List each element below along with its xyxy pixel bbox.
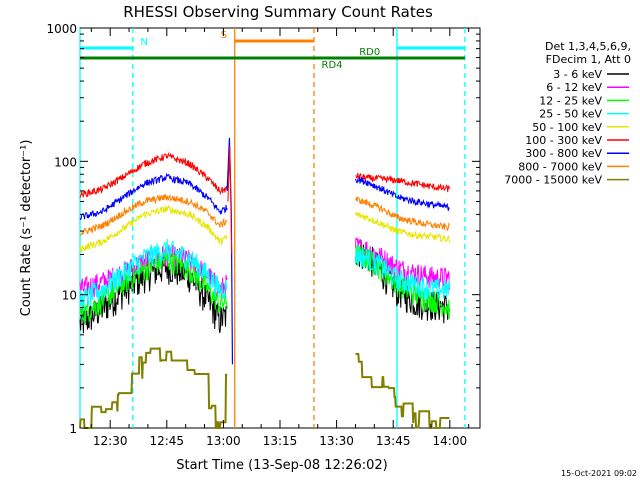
x-tick-label-6: 14:00: [433, 434, 468, 448]
timestamp: 15-Oct-2021 09:02: [561, 469, 637, 478]
flag-label-s: S: [221, 30, 227, 41]
legend-label-2: 6 - 12 keV: [546, 81, 602, 94]
series-line-7-segment-2: [355, 176, 450, 211]
series-line-6-segment-2: [355, 172, 450, 193]
legend-label-6: 100 - 300 keV: [525, 134, 602, 147]
x-tick-label-4: 13:30: [319, 434, 354, 448]
series-line-9-segment-1: [79, 347, 228, 429]
legend-header-line-1: Det 1,3,4,5,6,9,: [545, 40, 631, 53]
legend-label-4: 25 - 50 keV: [539, 108, 602, 121]
series-line-7-segment-1: [79, 172, 228, 221]
y-tick-label-10: 10: [62, 289, 77, 303]
series-line-8-segment-1: [79, 193, 228, 236]
series-line-6-segment-1: [79, 151, 228, 199]
x-tick-label-2: 13:00: [206, 434, 241, 448]
flare-spike-red: [227, 146, 233, 255]
legend-label-3: 12 - 25 keV: [539, 94, 602, 107]
legend-label-8: 800 - 7000 keV: [518, 160, 602, 173]
x-tick-label-5: 13:45: [376, 434, 411, 448]
x-axis-label: Start Time (13-Sep-08 12:26:02): [176, 458, 387, 473]
series-line-8-segment-2: [355, 196, 450, 232]
flag-label-n: N: [140, 37, 147, 48]
legend-label-5: 50 - 100 keV: [532, 121, 602, 134]
y-tick-label-1: 1: [69, 422, 77, 436]
series-line-5-segment-1: [79, 204, 228, 252]
x-tick-label-1: 12:45: [149, 434, 184, 448]
series-line-4-segment-2: [355, 246, 450, 300]
legend-label-1: 3 - 6 keV: [553, 68, 602, 81]
legend-header-line-2: FDecim 1, Att 0: [546, 53, 631, 66]
series-line-9-segment-2: [355, 353, 450, 429]
flag-label-rd0: RD0: [359, 47, 380, 58]
y-tick-label-1000: 1000: [46, 22, 77, 36]
x-tick-label-3: 13:15: [263, 434, 298, 448]
flag-label-rd4: RD4: [322, 60, 343, 71]
legend-label-7: 300 - 800 keV: [525, 147, 602, 160]
y-tick-label-100: 100: [54, 155, 77, 169]
legend-label-9: 7000 - 15000 keV: [504, 174, 602, 187]
series-line-5-segment-2: [355, 211, 450, 243]
series-line-4-segment-1: [79, 238, 228, 311]
chart-title: RHESSI Observing Summary Count Rates: [123, 3, 433, 21]
y-axis-label: Count Rate (s⁻¹ detector⁻¹): [19, 140, 34, 317]
x-tick-label-0: 12:30: [93, 434, 128, 448]
